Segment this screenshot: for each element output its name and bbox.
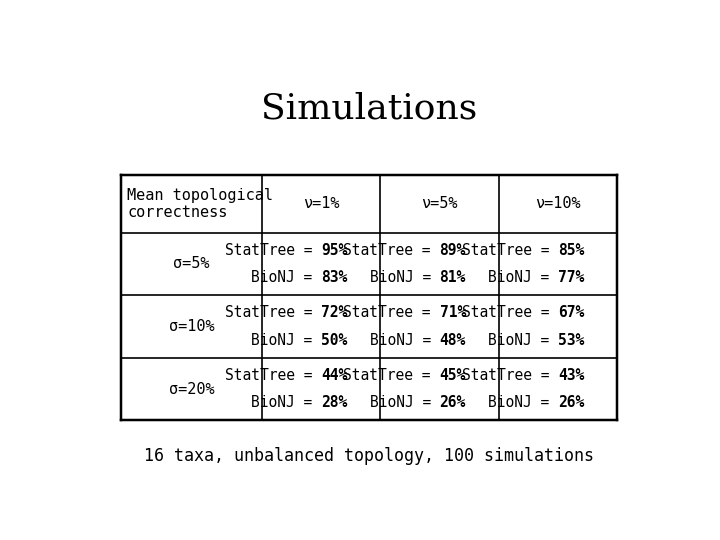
Text: BioNJ =: BioNJ = <box>369 270 439 285</box>
Text: BioNJ =: BioNJ = <box>488 270 558 285</box>
Text: 71%: 71% <box>439 305 466 320</box>
Text: BioNJ =: BioNJ = <box>488 395 558 410</box>
Text: 50%: 50% <box>321 333 348 348</box>
Text: 44%: 44% <box>321 368 348 383</box>
Text: 16 taxa, unbalanced topology, 100 simulations: 16 taxa, unbalanced topology, 100 simula… <box>144 447 594 464</box>
Text: 77%: 77% <box>558 270 584 285</box>
Text: Mean topological
correctness: Mean topological correctness <box>127 187 274 220</box>
Text: σ=5%: σ=5% <box>174 256 210 272</box>
Text: BioNJ =: BioNJ = <box>251 395 321 410</box>
Text: 26%: 26% <box>439 395 466 410</box>
Text: 28%: 28% <box>321 395 348 410</box>
Text: StatTree =: StatTree = <box>462 368 558 383</box>
Text: BioNJ =: BioNJ = <box>488 333 558 348</box>
Text: 95%: 95% <box>321 242 348 258</box>
Text: StatTree =: StatTree = <box>225 305 321 320</box>
Text: 89%: 89% <box>439 242 466 258</box>
Text: 67%: 67% <box>558 305 584 320</box>
Text: ν=5%: ν=5% <box>421 197 458 211</box>
Text: BioNJ =: BioNJ = <box>251 333 321 348</box>
Text: 53%: 53% <box>558 333 584 348</box>
Text: StatTree =: StatTree = <box>462 305 558 320</box>
Text: 85%: 85% <box>558 242 584 258</box>
Text: 81%: 81% <box>439 270 466 285</box>
Text: StatTree =: StatTree = <box>343 305 439 320</box>
Text: StatTree =: StatTree = <box>343 242 439 258</box>
Text: BioNJ =: BioNJ = <box>369 395 439 410</box>
Text: 72%: 72% <box>321 305 348 320</box>
Text: σ=20%: σ=20% <box>168 382 215 396</box>
Text: BioNJ =: BioNJ = <box>369 333 439 348</box>
Text: StatTree =: StatTree = <box>462 242 558 258</box>
Text: Simulations: Simulations <box>261 91 477 125</box>
Text: ν=1%: ν=1% <box>303 197 340 211</box>
Text: StatTree =: StatTree = <box>343 368 439 383</box>
Text: 43%: 43% <box>558 368 584 383</box>
Text: StatTree =: StatTree = <box>225 368 321 383</box>
Text: BioNJ =: BioNJ = <box>251 270 321 285</box>
Text: StatTree =: StatTree = <box>225 242 321 258</box>
Text: ν=10%: ν=10% <box>535 197 581 211</box>
Text: 45%: 45% <box>439 368 466 383</box>
Text: σ=10%: σ=10% <box>168 319 215 334</box>
Text: 26%: 26% <box>558 395 584 410</box>
Text: 48%: 48% <box>439 333 466 348</box>
Text: 83%: 83% <box>321 270 348 285</box>
